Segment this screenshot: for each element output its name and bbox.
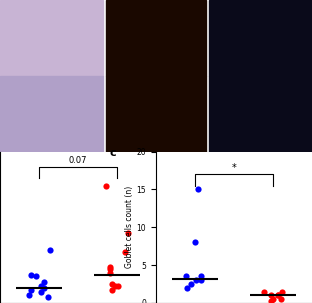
Point — [271, 297, 275, 302]
Point — [199, 274, 204, 279]
Point — [275, 293, 280, 298]
Point — [261, 289, 266, 294]
Point — [279, 297, 284, 302]
Point — [34, 274, 39, 279]
Bar — [106, 0, 206, 76]
Bar — [0, 76, 103, 152]
Point — [108, 265, 113, 269]
Point — [39, 284, 44, 288]
Point — [107, 270, 112, 275]
Point — [113, 284, 118, 288]
Bar — [209, 76, 312, 152]
Point — [28, 272, 33, 277]
Point — [42, 280, 47, 285]
Point — [110, 282, 115, 287]
Point — [110, 287, 115, 292]
Bar — [209, 0, 312, 76]
Text: 0.07: 0.07 — [69, 156, 87, 165]
Point — [41, 285, 46, 290]
Text: c: c — [109, 148, 116, 158]
Bar — [0, 0, 103, 76]
Point — [194, 278, 199, 283]
Point — [196, 187, 201, 192]
Point — [198, 278, 203, 283]
Point — [39, 289, 44, 294]
Point — [103, 183, 108, 188]
Point — [125, 231, 130, 235]
Point — [268, 293, 273, 298]
Point — [275, 293, 280, 298]
Point — [189, 282, 194, 287]
Point — [122, 249, 127, 254]
Point — [280, 289, 285, 294]
Point — [45, 295, 50, 300]
Point — [115, 284, 120, 288]
Point — [107, 267, 112, 271]
Point — [28, 287, 33, 292]
Point — [184, 274, 189, 279]
Point — [269, 298, 274, 303]
Point — [184, 285, 189, 290]
Point — [47, 248, 52, 252]
Text: *: * — [232, 163, 236, 173]
Point — [192, 240, 197, 245]
Y-axis label: Goblet cells count (n): Goblet cells count (n) — [125, 186, 134, 268]
Point — [26, 293, 31, 298]
Bar — [106, 76, 206, 152]
